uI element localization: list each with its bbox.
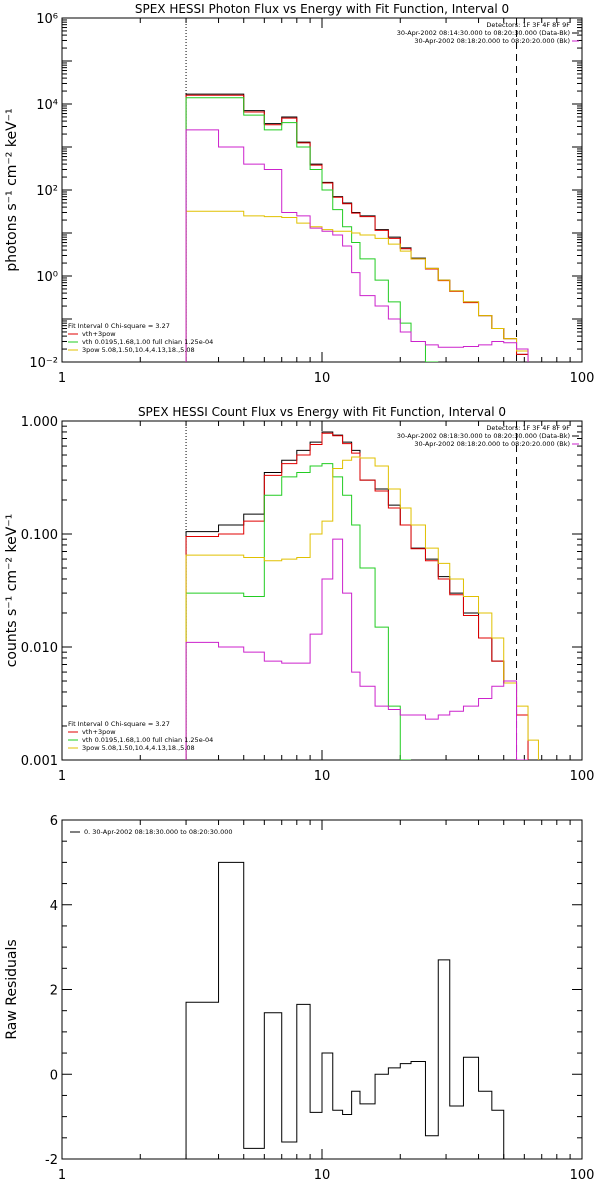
y-tick-label: 6 [50, 814, 58, 829]
y-axis-label: counts s⁻¹ cm⁻² keV⁻¹ [4, 514, 20, 668]
x-tick-label: 10 [314, 1168, 331, 1183]
x-tick-label: 1 [58, 1168, 66, 1183]
legend-top-right-text: 30-Apr-2002 08:18:30.000 to 08:20:30.000… [397, 432, 570, 440]
legend-top-right-text: 30-Apr-2002 08:14:30.000 to 08:20:30.000… [397, 29, 570, 37]
legend-entry-text: 3pow 5.08,1.50,10.4,4.13,18.,5.08 [82, 346, 195, 354]
fit-summary-text: Fit Interval 0 Chi-square = 3.27 [68, 720, 170, 728]
series-line-4 [185, 210, 529, 362]
x-tick-label: 10 [314, 371, 331, 386]
legend-entry-text: 3pow 5.08,1.50,10.4,4.13,18.,5.08 [82, 744, 195, 752]
x-tick-label: 100 [570, 1168, 595, 1183]
y-tick-label: 10⁶ [36, 12, 58, 27]
y-tick-label: 4 [50, 899, 58, 914]
series-line-1 [185, 93, 529, 362]
x-tick-label: 10 [314, 769, 331, 784]
x-tick-label: 1 [58, 769, 66, 784]
x-tick-label: 1 [58, 371, 66, 386]
series-group [185, 93, 529, 362]
x-tick-label: 100 [570, 769, 595, 784]
series-group [185, 431, 539, 760]
legend-entry-text: 0. 30-Apr-2002 08:18:30.000 to 08:20:30.… [84, 828, 233, 836]
legend-entry-text: vth 0.0195,1.68,1.00 full chian 1.25e-04 [82, 338, 213, 346]
chart-panel-2: SPEX HESSI Count Flux vs Energy with Fit… [4, 405, 594, 784]
series-line-3 [185, 97, 439, 362]
series-line-2 [185, 432, 529, 760]
y-tick-label: 2 [50, 984, 58, 999]
y-tick-label: 1.000 [21, 415, 58, 430]
chart-title: SPEX HESSI Count Flux vs Energy with Fit… [138, 405, 506, 419]
legend-entry-text: vth+3pow [82, 330, 116, 338]
fit-summary-text: Fit Interval 0 Chi-square = 3.27 [68, 322, 170, 330]
y-tick-label: -2 [45, 1153, 58, 1168]
y-axis-label: Raw Residuals [4, 939, 20, 1039]
legend-top-right-text: Detectors: 1F 3F 4F 8F 9F [486, 21, 570, 29]
series-line-5 [185, 538, 529, 760]
y-tick-label: 0.001 [21, 754, 58, 769]
series-line-4 [185, 456, 539, 760]
series-line-3 [185, 463, 412, 760]
chart-panel-3: Raw Residuals 1 10 100 -2 0 2 4 6 0. 30-Apr-2002 … [4, 814, 594, 1183]
legend-entry-text: vth 0.0195,1.68,1.00 full chian 1.25e-04 [82, 736, 213, 744]
y-tick-label: 0.100 [21, 528, 58, 543]
y-axis-label: photons s⁻¹ cm⁻² keV⁻¹ [4, 108, 20, 271]
series-group [185, 861, 505, 1159]
legend-top-right-text: 30-Apr-2002 08:18:20.000 to 08:20:20.000… [414, 440, 570, 448]
y-tick-label: 10⁻² [29, 356, 58, 371]
y-tick-label: 0.010 [21, 641, 58, 656]
y-tick-label: 10⁴ [36, 98, 58, 113]
series-line-1 [185, 861, 505, 1159]
y-tick-label: 0 [50, 1068, 58, 1083]
chart-panel-1: SPEX HESSI Photon Flux vs Energy with Fi… [4, 2, 594, 386]
series-line-2 [185, 94, 529, 362]
y-tick-label: 10² [36, 184, 58, 199]
chart-title: SPEX HESSI Photon Flux vs Energy with Fi… [135, 2, 509, 16]
y-tick-label: 10⁰ [36, 270, 58, 285]
series-line-5 [185, 129, 529, 362]
legend-top-right-text: Detectors: 1F 3F 4F 8F 9F [486, 424, 570, 432]
x-tick-label: 100 [570, 371, 595, 386]
legend-entry-text: vth+3pow [82, 728, 116, 736]
legend-top-right-text: 30-Apr-2002 08:18:20.000 to 08:20:20.000… [414, 37, 570, 45]
